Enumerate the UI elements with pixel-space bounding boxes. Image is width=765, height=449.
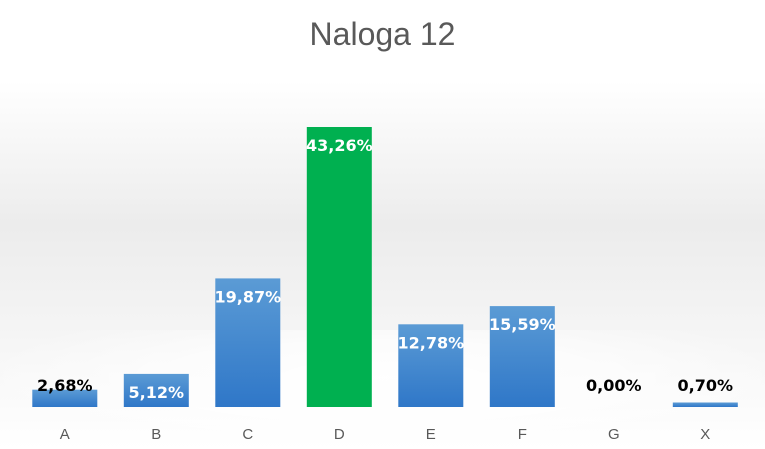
- chart-title: Naloga 12: [309, 16, 456, 52]
- bar-f: [489, 306, 555, 407]
- bar-label-e: 12,78%: [397, 333, 464, 352]
- bar-d: [306, 127, 372, 407]
- bar-label-a: 2,68%: [37, 376, 93, 395]
- bar-label-f: 15,59%: [489, 315, 556, 334]
- bar-b: [123, 373, 189, 407]
- category-label-b: B: [151, 426, 161, 443]
- bar-label-c: 19,87%: [214, 287, 281, 306]
- bar-label-g: 0,00%: [586, 376, 642, 395]
- bar-label-d: 43,26%: [306, 136, 373, 155]
- bar-c: [215, 278, 281, 407]
- category-label-f: F: [518, 426, 527, 443]
- bar-a: [32, 389, 98, 407]
- category-label-a: A: [60, 426, 70, 443]
- bar-e: [398, 324, 464, 407]
- category-label-c: C: [242, 426, 253, 443]
- category-label-x: X: [700, 426, 710, 443]
- category-label-d: D: [334, 426, 345, 443]
- bar-x: [672, 402, 738, 407]
- category-label-e: E: [426, 426, 436, 443]
- category-label-g: G: [608, 426, 620, 443]
- bar-label-b: 5,12%: [129, 383, 185, 402]
- bar-label-x: 0,70%: [678, 376, 734, 395]
